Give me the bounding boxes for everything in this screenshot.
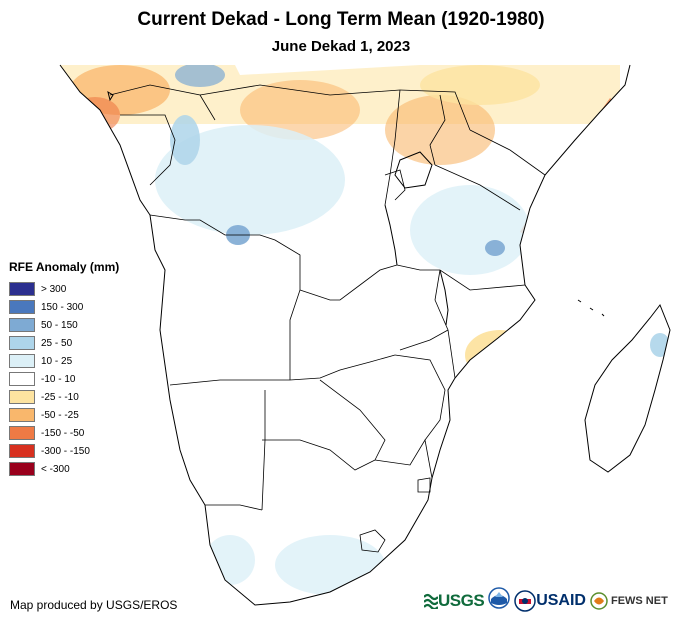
wet-patch-angola-coast xyxy=(205,535,255,585)
border-drc-east xyxy=(384,89,401,206)
border-ethiopia-kenya xyxy=(469,129,546,176)
border-zambia-malawi xyxy=(399,329,449,351)
border-gabon-congo xyxy=(120,114,176,186)
border-cameroon xyxy=(109,84,216,121)
wet-patch-congo-central xyxy=(155,125,345,235)
legend-swatch xyxy=(9,444,35,458)
map-subtitle: June Dekad 1, 2023 xyxy=(271,38,411,55)
wet-patch-sa-south xyxy=(275,535,385,595)
legend-item: -300 - -150 xyxy=(9,442,119,460)
wet-patch-tanzania-east xyxy=(485,240,505,256)
legend-label: < -300 xyxy=(41,463,70,475)
legend-item: 150 - 300 xyxy=(9,298,119,316)
legend-label: -300 - -150 xyxy=(41,445,90,457)
border-zambia-angola xyxy=(289,289,301,380)
legend-swatch xyxy=(9,372,35,386)
fews-globe-icon xyxy=(590,591,608,610)
legend-item: -150 - -50 xyxy=(9,424,119,442)
legend-label: 25 - 50 xyxy=(41,337,73,349)
legend-swatch xyxy=(9,462,35,476)
border-drc-zambia xyxy=(299,264,398,301)
lake-tanganyika xyxy=(384,204,398,266)
madagascar-coastline xyxy=(584,303,671,473)
legend-item: 10 - 25 xyxy=(9,352,119,370)
fews-net-wordmark: FEWS NET xyxy=(610,594,668,607)
border-namibia-sa xyxy=(205,504,263,511)
legend-label: -10 - 10 xyxy=(41,373,76,385)
anomaly-shading xyxy=(60,65,670,595)
border-botswana-zimbabwe xyxy=(319,379,386,461)
legend-swatch xyxy=(9,408,35,422)
legend-label: -150 - -50 xyxy=(41,427,85,439)
border-south-sudan xyxy=(399,89,471,131)
bioko-island xyxy=(107,90,114,102)
legend-label: > 300 xyxy=(41,283,67,295)
legend-item: -25 - -10 xyxy=(9,388,119,406)
partner-logos: USGS USAID FEWS NET xyxy=(424,587,668,614)
legend-label: 10 - 25 xyxy=(41,355,73,367)
border-zambia-zimbabwe xyxy=(289,354,396,381)
usgs-wave-icon xyxy=(424,593,438,609)
border-kenya-tanzania xyxy=(434,164,521,211)
legend-item: > 300 xyxy=(9,280,119,298)
legend: RFE Anomaly (mm) > 300 150 - 300 50 - 15… xyxy=(9,260,119,478)
lake-victoria xyxy=(394,151,433,189)
legend-swatch xyxy=(9,390,35,404)
wet-patch-congo-north xyxy=(175,65,225,87)
usaid-logo: USAID xyxy=(514,589,586,612)
legend-item: -50 - -25 xyxy=(9,406,119,424)
border-drc-angola xyxy=(149,214,301,290)
fews-net-logo: FEWS NET xyxy=(590,591,668,610)
legend-label: 50 - 150 xyxy=(41,319,78,331)
border-malawi-mozambique xyxy=(434,269,456,379)
dry-patch-mozambique-south xyxy=(448,427,476,483)
border-angola-namibia xyxy=(169,379,290,386)
legend-item: < -300 xyxy=(9,460,119,478)
usgs-logo: USGS xyxy=(424,590,485,611)
coastlines xyxy=(59,64,671,606)
legend-swatch xyxy=(9,282,35,296)
noaa-emblem-icon xyxy=(488,587,510,609)
wet-patch-tanzania xyxy=(410,185,530,275)
rainfall-anomaly-map xyxy=(59,64,671,606)
dry-patch-north-east xyxy=(420,65,540,105)
legend-swatch xyxy=(9,426,35,440)
map-title: Current Dekad - Long Term Mean (1920-198… xyxy=(137,9,545,30)
country-borders xyxy=(109,84,546,553)
border-botswana-sa xyxy=(262,439,376,471)
border-rwanda-burundi xyxy=(384,169,406,201)
legend-swatch xyxy=(9,318,35,332)
legend-swatch xyxy=(9,354,35,368)
border-sa-mozambique xyxy=(374,438,433,479)
usaid-seal-icon xyxy=(514,589,536,612)
mainland-coastline xyxy=(59,64,631,606)
border-uganda-kenya xyxy=(429,94,446,166)
legend-item: 25 - 50 xyxy=(9,334,119,352)
comoros-islands xyxy=(577,299,605,317)
lake-malawi xyxy=(439,269,449,326)
legend-label: -50 - -25 xyxy=(41,409,79,421)
border-lesotho xyxy=(359,529,386,553)
border-car-drc xyxy=(199,84,401,96)
legend-swatch xyxy=(9,300,35,314)
legend-label: 150 - 300 xyxy=(41,301,84,313)
border-swaziland xyxy=(417,477,431,493)
border-zimbabwe-mozambique xyxy=(394,354,446,441)
dry-patch-gabon xyxy=(70,65,170,115)
wet-patch-gabon xyxy=(170,115,200,165)
dry-patch-west-coast xyxy=(70,97,120,133)
dry-strip-sa-east-coast xyxy=(385,500,436,565)
noaa-logo xyxy=(488,587,510,614)
usaid-wordmark: USAID xyxy=(536,591,586,609)
dry-patch-mozambique-north xyxy=(465,330,535,380)
dry-patch-uganda xyxy=(385,95,495,165)
legend-title: RFE Anomaly (mm) xyxy=(9,260,120,274)
usgs-wordmark: USGS xyxy=(438,590,485,610)
legend-item: 50 - 150 xyxy=(9,316,119,334)
border-namibia-botswana xyxy=(261,390,266,511)
map-credit: Map produced by USGS/EROS xyxy=(10,598,178,612)
legend-swatch xyxy=(9,336,35,350)
legend-item: -10 - 10 xyxy=(9,370,119,388)
legend-label: -25 - -10 xyxy=(41,391,79,403)
